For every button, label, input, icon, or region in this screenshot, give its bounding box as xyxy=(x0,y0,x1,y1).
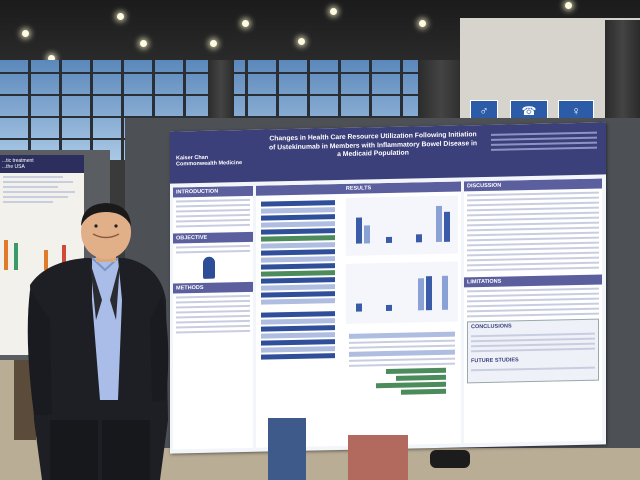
ceiling-light xyxy=(48,55,55,62)
left-poster-title: ...tic treatment xyxy=(2,158,34,164)
ceiling-light xyxy=(117,13,124,20)
curtain xyxy=(605,20,640,120)
ceiling-light xyxy=(242,20,249,27)
ceiling-light xyxy=(330,8,337,15)
background-person xyxy=(268,418,306,480)
ceiling-light xyxy=(298,38,305,45)
background-shoe xyxy=(430,450,470,468)
background-person xyxy=(348,435,408,480)
ceiling-light xyxy=(210,40,217,47)
restroom-sign-icon: ♀ xyxy=(558,100,594,122)
ceiling-light xyxy=(22,30,29,37)
ceiling-light xyxy=(419,20,426,27)
left-poster-title: ...the USA xyxy=(2,164,25,170)
left-poster: ...tic treatment ...the USA xyxy=(0,155,84,355)
ceiling-light xyxy=(140,40,147,47)
ceiling-light xyxy=(565,2,572,9)
left-poster-header: ...tic treatment ...the USA xyxy=(0,155,84,173)
